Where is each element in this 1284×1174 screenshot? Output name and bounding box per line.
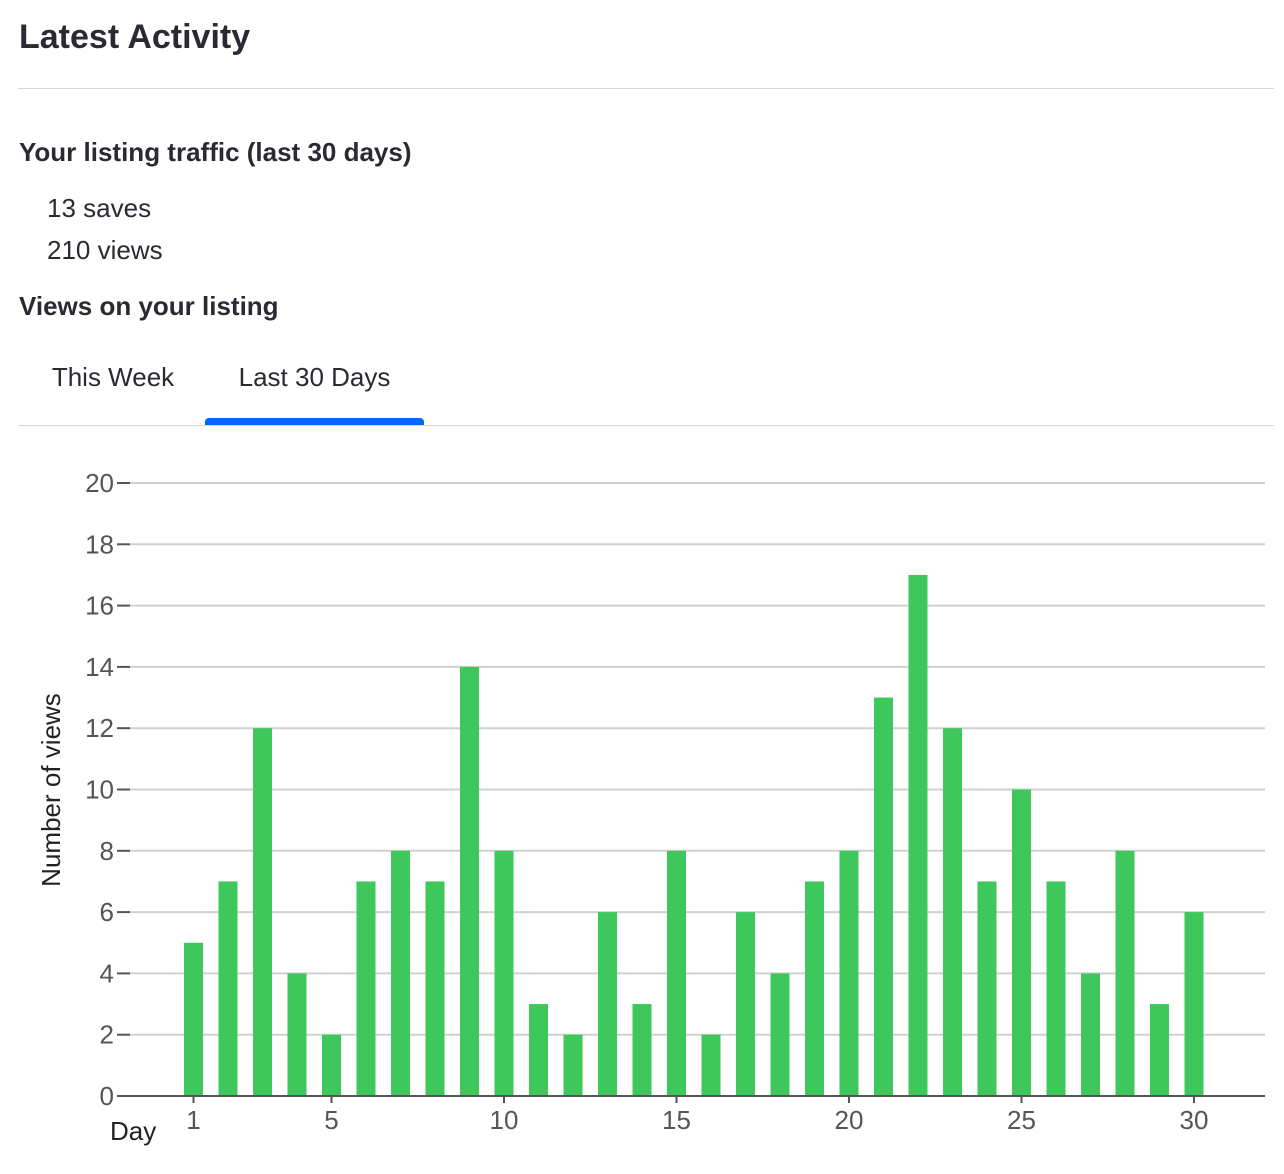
page-title: Latest Activity: [19, 18, 251, 56]
y-tick-label: 0: [100, 1081, 114, 1111]
y-tick-label: 4: [100, 958, 114, 988]
y-tick-label: 14: [85, 652, 114, 682]
active-tab-indicator: [205, 418, 424, 425]
bar-day-5: [322, 1034, 341, 1096]
views-heading: Views on your listing: [19, 291, 279, 321]
bar-day-21: [874, 697, 893, 1096]
y-tick-label: 8: [100, 836, 114, 866]
y-tick-label: 20: [85, 468, 114, 498]
bar-day-17: [736, 912, 755, 1096]
bar-day-10: [494, 850, 514, 1096]
tab-this-week[interactable]: This Week: [28, 360, 198, 425]
bar-day-24: [977, 881, 997, 1096]
x-tick-label: 25: [1007, 1105, 1036, 1135]
bar-day-11: [529, 1004, 548, 1096]
bar-day-7: [391, 850, 410, 1096]
x-tick-label: 15: [662, 1105, 691, 1135]
bar-day-8: [425, 881, 445, 1096]
x-tick-label: 30: [1180, 1105, 1209, 1135]
bar-day-4: [287, 973, 307, 1096]
bar-day-16: [701, 1034, 721, 1096]
bar-day-23: [943, 728, 962, 1096]
bar-day-22: [908, 574, 928, 1096]
bar-day-9: [460, 666, 479, 1096]
bar-day-13: [598, 912, 617, 1096]
header-divider: [18, 88, 1274, 89]
bar-day-27: [1081, 973, 1100, 1096]
x-tick-label: 5: [324, 1105, 338, 1135]
bar-day-15: [667, 850, 686, 1096]
y-tick-label: 2: [100, 1020, 114, 1050]
views-count: 210 views: [47, 235, 163, 265]
tabs-divider: [18, 425, 1274, 426]
bar-day-2: [218, 881, 238, 1096]
y-tick-label: 12: [85, 713, 114, 743]
saves-count: 13 saves: [47, 193, 152, 223]
y-tick-label: 18: [85, 529, 114, 559]
tab-last-30-days[interactable]: Last 30 Days: [205, 360, 424, 425]
bar-day-26: [1046, 881, 1066, 1096]
bar-day-20: [839, 850, 859, 1096]
y-tick-label: 16: [85, 591, 114, 621]
bar-day-19: [805, 881, 824, 1096]
bar-day-30: [1184, 912, 1204, 1096]
x-tick-label: 20: [835, 1105, 864, 1135]
traffic-heading: Your listing traffic (last 30 days): [19, 137, 412, 167]
bar-day-25: [1012, 789, 1031, 1096]
bar-day-12: [563, 1034, 583, 1096]
tab-this-week-label: This Week: [51, 362, 175, 392]
bar-day-1: [184, 942, 203, 1096]
y-tick-label: 10: [85, 775, 114, 805]
bar-day-28: [1115, 850, 1135, 1096]
x-tick-label: 10: [490, 1105, 519, 1135]
bar-day-6: [356, 881, 376, 1096]
tab-last-30-days-label: Last 30 Days: [238, 362, 391, 392]
x-axis-title: Day: [110, 1116, 156, 1146]
bar-day-29: [1150, 1004, 1169, 1096]
bar-day-18: [770, 973, 790, 1096]
y-axis-title: Number of views: [36, 693, 66, 887]
x-tick-label: 1: [186, 1105, 200, 1135]
bar-day-3: [253, 728, 272, 1096]
y-tick-label: 6: [100, 897, 114, 927]
bar-day-14: [632, 1004, 652, 1096]
